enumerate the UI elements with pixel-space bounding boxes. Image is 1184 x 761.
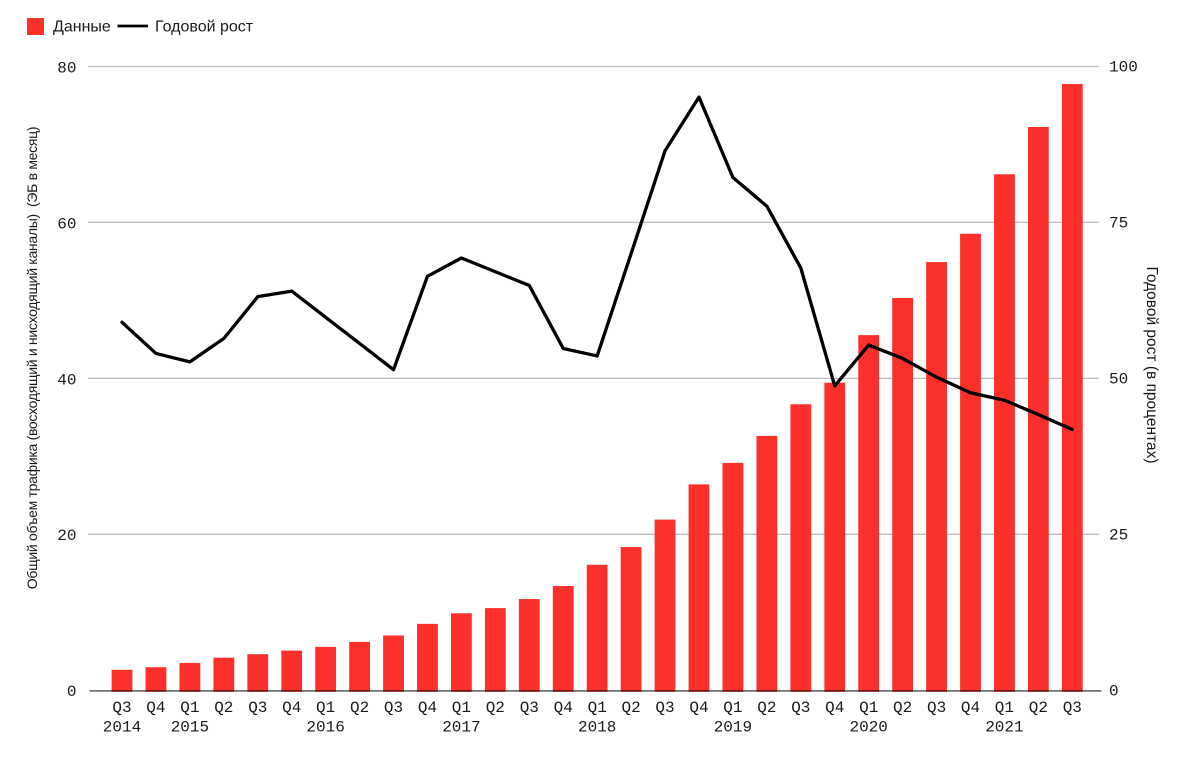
svg-text:50: 50 xyxy=(1109,371,1128,389)
svg-text:0: 0 xyxy=(1109,683,1119,701)
svg-text:Q2: Q2 xyxy=(214,699,233,717)
svg-text:100: 100 xyxy=(1109,59,1138,77)
svg-text:Q4: Q4 xyxy=(961,699,980,717)
svg-text:Q3: Q3 xyxy=(384,699,403,717)
svg-text:0: 0 xyxy=(67,683,77,701)
svg-text:Q3: Q3 xyxy=(1063,699,1082,717)
svg-text:Q4: Q4 xyxy=(146,699,165,717)
svg-text:Q4: Q4 xyxy=(825,699,844,717)
svg-text:Годовой рост: Годовой рост xyxy=(155,19,254,36)
svg-text:Q3: Q3 xyxy=(112,699,131,717)
svg-text:2014: 2014 xyxy=(103,719,141,737)
svg-text:2016: 2016 xyxy=(306,719,344,737)
svg-text:Q1: Q1 xyxy=(316,699,335,717)
svg-text:Данные: Данные xyxy=(53,19,111,36)
svg-text:Q2: Q2 xyxy=(621,699,640,717)
svg-text:Q2: Q2 xyxy=(350,699,369,717)
svg-text:2017: 2017 xyxy=(442,719,480,737)
svg-text:2015: 2015 xyxy=(171,719,209,737)
svg-text:80: 80 xyxy=(57,59,76,77)
svg-text:Q1: Q1 xyxy=(588,699,607,717)
svg-text:2018: 2018 xyxy=(578,719,616,737)
svg-text:20: 20 xyxy=(57,527,76,545)
svg-text:Q2: Q2 xyxy=(1029,699,1048,717)
svg-text:Q1: Q1 xyxy=(723,699,742,717)
svg-text:Q1: Q1 xyxy=(859,699,878,717)
svg-text:Q1: Q1 xyxy=(995,699,1014,717)
svg-text:Общий объем трафика (восходящи: Общий объем трафика (восходящий и нисход… xyxy=(24,127,40,589)
svg-text:Q2: Q2 xyxy=(486,699,505,717)
svg-text:Q3: Q3 xyxy=(791,699,810,717)
svg-text:Q3: Q3 xyxy=(248,699,267,717)
svg-text:40: 40 xyxy=(57,371,76,389)
svg-text:2020: 2020 xyxy=(849,719,887,737)
svg-text:Q3: Q3 xyxy=(927,699,946,717)
svg-text:Годовой рост (в процентах): Годовой рост (в процентах) xyxy=(1143,266,1160,463)
svg-text:Q2: Q2 xyxy=(757,699,776,717)
svg-text:Q3: Q3 xyxy=(520,699,539,717)
svg-text:Q3: Q3 xyxy=(655,699,674,717)
svg-text:Q4: Q4 xyxy=(689,699,708,717)
svg-text:Q4: Q4 xyxy=(418,699,437,717)
svg-text:75: 75 xyxy=(1109,215,1128,233)
svg-text:Q4: Q4 xyxy=(282,699,301,717)
svg-text:60: 60 xyxy=(57,215,76,233)
svg-text:Q1: Q1 xyxy=(452,699,471,717)
svg-text:2019: 2019 xyxy=(714,719,752,737)
svg-text:25: 25 xyxy=(1109,527,1128,545)
svg-text:Q2: Q2 xyxy=(893,699,912,717)
svg-text:Q4: Q4 xyxy=(554,699,573,717)
svg-text:Q1: Q1 xyxy=(180,699,199,717)
svg-text:2021: 2021 xyxy=(985,719,1023,737)
